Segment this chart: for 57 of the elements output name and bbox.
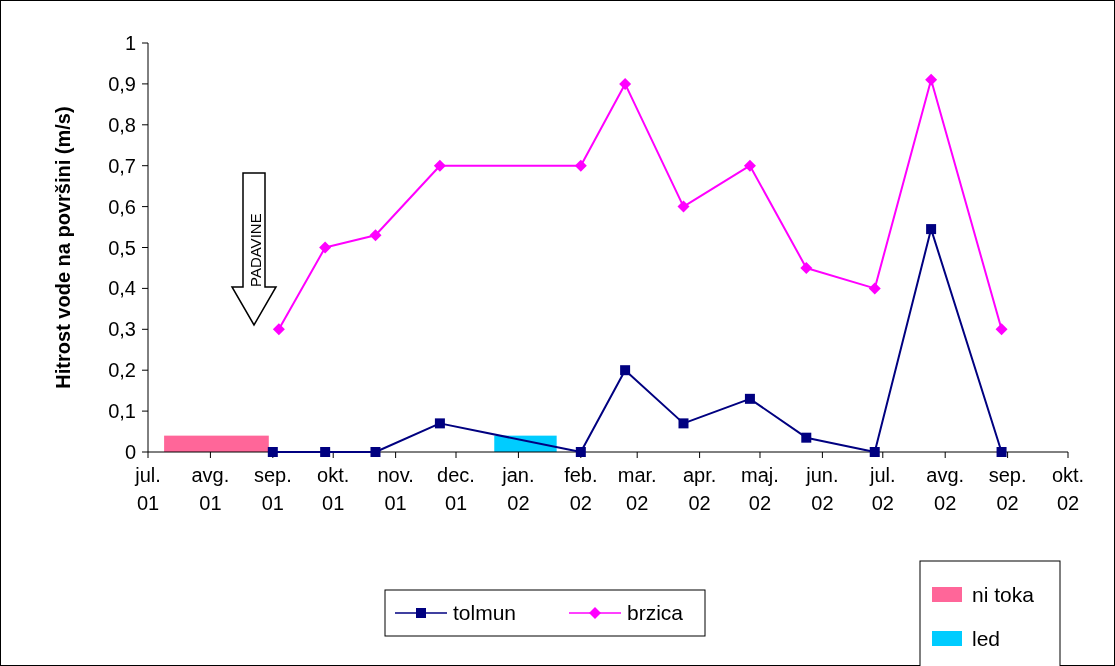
y-tick-label: 0,7 [108, 154, 136, 177]
point [370, 447, 381, 457]
x-tick-label: jul. 02 [869, 464, 896, 514]
point [433, 159, 446, 172]
point [272, 323, 285, 336]
x-tick-label: apr. 02 [682, 464, 717, 514]
legend-label: led [972, 627, 1001, 650]
legend-label: brzica [627, 601, 684, 624]
point [996, 447, 1007, 457]
y-tick-label: 1 [124, 32, 136, 54]
y-tick-label: 0,4 [108, 277, 136, 300]
point [434, 418, 445, 429]
point [575, 447, 586, 457]
point [677, 200, 690, 213]
point [925, 73, 938, 86]
x-tick-label: sep. 02 [988, 464, 1027, 514]
y-tick-label: 0,3 [108, 318, 136, 341]
y-tick-label: 0,1 [108, 400, 136, 423]
x-tick-label: avg. 02 [926, 464, 965, 514]
y-tick-label: 0 [124, 441, 136, 463]
point [320, 447, 331, 457]
annotation: PADAVINE [247, 213, 264, 287]
legend-label: ni toka [972, 583, 1035, 606]
point [678, 418, 689, 429]
point [868, 282, 881, 295]
x-tick-label: jul. 01 [134, 464, 161, 514]
y-axis-title: Hitrost vode na površini (m/s) [52, 106, 74, 389]
y-tick-label: 0,5 [108, 236, 136, 259]
x-tick-label: okt. 02 [1051, 464, 1085, 514]
point [801, 432, 812, 443]
y-tick-label: 0,6 [108, 195, 136, 218]
y-tick-label: 0,2 [108, 359, 136, 382]
x-tick-label: sep. 01 [253, 464, 292, 514]
x-tick-label: avg. 01 [191, 464, 230, 514]
y-tick-label: 0,8 [108, 113, 136, 136]
point [744, 393, 755, 404]
point [926, 224, 937, 235]
x-tick-label: maj. 02 [741, 464, 779, 514]
point [869, 447, 880, 457]
x-tick-label: mar. 02 [617, 464, 657, 514]
x-tick-label: nov. 01 [377, 464, 414, 514]
point [619, 77, 632, 90]
x-tick-label: okt. 01 [317, 464, 350, 514]
point [369, 229, 382, 242]
point [574, 159, 587, 172]
point [743, 159, 756, 172]
x-tick-label: dec. 01 [437, 464, 475, 514]
x-tick-label: jun. 02 [805, 464, 839, 514]
point [267, 447, 278, 457]
point [620, 365, 631, 376]
y-tick-label: 0,9 [108, 72, 136, 95]
legend-label: tolmun [453, 601, 517, 624]
point [800, 261, 813, 274]
x-tick-label: feb. 02 [564, 464, 598, 514]
x-tick-label: jan. 02 [501, 464, 535, 514]
point [319, 241, 332, 254]
point [995, 323, 1008, 336]
